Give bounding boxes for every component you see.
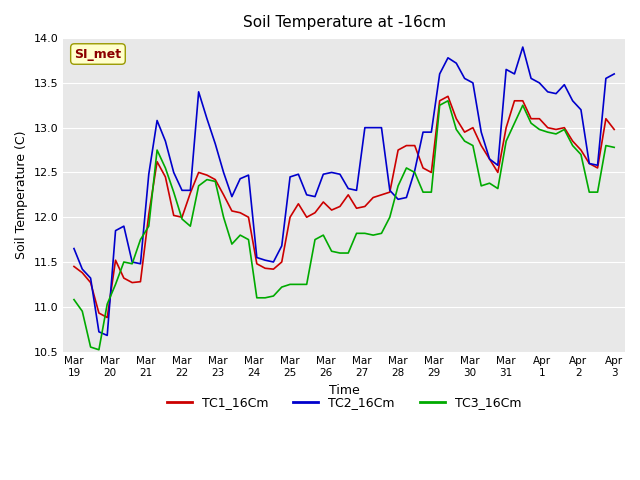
X-axis label: Time: Time — [329, 384, 360, 396]
Title: Soil Temperature at -16cm: Soil Temperature at -16cm — [243, 15, 445, 30]
Y-axis label: Soil Temperature (C): Soil Temperature (C) — [15, 131, 28, 259]
Text: SI_met: SI_met — [74, 48, 122, 60]
Legend: TC1_16Cm, TC2_16Cm, TC3_16Cm: TC1_16Cm, TC2_16Cm, TC3_16Cm — [162, 391, 526, 414]
